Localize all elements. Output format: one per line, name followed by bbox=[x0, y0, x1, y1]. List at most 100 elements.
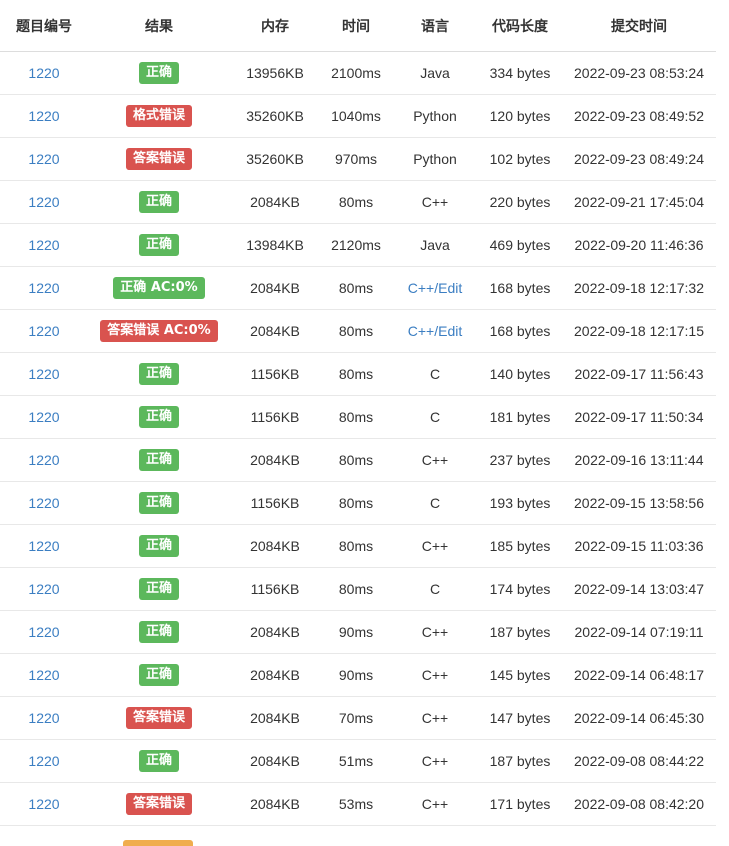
problem-id-cell: 1220 bbox=[0, 280, 88, 296]
problem-id-link[interactable]: 1220 bbox=[28, 710, 60, 726]
header-result: 结果 bbox=[145, 18, 173, 35]
code-length-cell: 181 bytes bbox=[489, 409, 551, 425]
problem-id-cell: 1220 bbox=[0, 495, 88, 511]
result-badge[interactable]: 正确 bbox=[138, 62, 179, 84]
language-cell: C++ bbox=[421, 194, 449, 210]
problem-id-cell: 1220 bbox=[0, 194, 88, 210]
memory-cell: 1156KB bbox=[250, 409, 300, 425]
memory-cell: 2084KB bbox=[250, 452, 300, 468]
language-cell: C++ bbox=[421, 538, 449, 554]
result-badge[interactable]: 正确 bbox=[138, 406, 179, 428]
problem-id-link[interactable]: 1220 bbox=[28, 796, 60, 812]
result-badge[interactable]: 答案错误 bbox=[125, 148, 192, 170]
submit-time-cell: 2022-09-14 07:19:11 bbox=[574, 624, 704, 640]
result-cell: 答案错误 bbox=[88, 793, 230, 815]
problem-id-link[interactable]: 1220 bbox=[28, 667, 60, 683]
submit-time-cell: 2022-09-17 11:56:43 bbox=[574, 366, 704, 382]
problem-id-link[interactable]: 1220 bbox=[28, 280, 60, 296]
table-row: 1220 正确 2084KB 80ms C++ 185 bytes 2022-09-15 1… bbox=[0, 525, 716, 568]
table-row: 1220 答案错误 2084KB 53ms C++ 171 bytes 2022-09-08… bbox=[0, 783, 716, 826]
language-cell: C++ bbox=[421, 452, 449, 468]
problem-id-link[interactable]: 1220 bbox=[28, 409, 60, 425]
time-cell: 80ms bbox=[338, 280, 374, 296]
code-length-cell: 185 bytes bbox=[489, 538, 551, 554]
memory-cell: 13956KB bbox=[246, 65, 304, 81]
memory-cell: 1156KB bbox=[250, 581, 300, 597]
memory-cell: 2084KB bbox=[250, 538, 300, 554]
code-length-cell: 174 bytes bbox=[489, 581, 551, 597]
problem-id-link[interactable]: 1220 bbox=[28, 753, 60, 769]
language-cell: C bbox=[429, 495, 441, 511]
problem-id-link[interactable]: 1220 bbox=[28, 495, 60, 511]
result-cell: 正确 bbox=[88, 621, 230, 643]
result-badge[interactable]: 答案错误 AC:0% bbox=[100, 320, 218, 342]
problem-id-cell: 1220 bbox=[0, 108, 88, 124]
time-cell: 2100ms bbox=[331, 65, 381, 81]
result-cell: 答案错误 bbox=[88, 707, 230, 729]
memory-cell: 2084KB bbox=[250, 796, 300, 812]
time-cell: 80ms bbox=[338, 495, 374, 511]
problem-id-cell: 1220 bbox=[0, 667, 88, 683]
time-cell: 90ms bbox=[338, 624, 374, 640]
result-badge[interactable]: 正确 bbox=[138, 578, 179, 600]
time-cell: 80ms bbox=[338, 452, 374, 468]
language-cell: C bbox=[429, 366, 441, 382]
problem-id-link[interactable]: 1220 bbox=[28, 323, 60, 339]
problem-id-link[interactable]: 1220 bbox=[28, 366, 60, 382]
problem-id-link[interactable]: 1220 bbox=[28, 151, 60, 167]
table-row: 1220 正确 13984KB 2120ms Java 469 bytes 2022-09-… bbox=[0, 224, 716, 267]
result-badge[interactable]: 正确 bbox=[138, 492, 179, 514]
result-badge[interactable]: 正确 bbox=[138, 535, 179, 557]
result-badge[interactable]: 正确 bbox=[138, 664, 179, 686]
result-badge[interactable]: 正确 bbox=[138, 191, 179, 213]
code-length-cell: 168 bytes bbox=[489, 323, 551, 339]
problem-id-link[interactable]: 1220 bbox=[28, 237, 60, 253]
problem-id-link[interactable]: 1220 bbox=[28, 581, 60, 597]
table-row: 1220 答案错误 35260KB 970ms Python 102 bytes 2022-… bbox=[0, 138, 716, 181]
language-cell: Java bbox=[420, 65, 450, 81]
code-length-cell: 237 bytes bbox=[489, 452, 551, 468]
header-submit-time: 提交时间 bbox=[611, 18, 667, 35]
submit-time-cell: 2022-09-08 08:42:20 bbox=[574, 796, 704, 812]
code-length-cell: 145 bytes bbox=[489, 667, 551, 683]
problem-id-cell: 1220 bbox=[0, 409, 88, 425]
result-cell: 正确 bbox=[88, 191, 230, 213]
language-edit-link[interactable]: C++/Edit bbox=[407, 323, 463, 339]
result-badge[interactable]: 正确 bbox=[138, 363, 179, 385]
table-body: 1220 正确 13956KB 2100ms Java 334 bytes 2022-09-… bbox=[0, 52, 716, 826]
submit-time-cell: 2022-09-15 13:58:56 bbox=[574, 495, 704, 511]
time-cell: 90ms bbox=[338, 667, 374, 683]
problem-id-link[interactable]: 1220 bbox=[28, 194, 60, 210]
problem-id-link[interactable]: 1220 bbox=[28, 65, 60, 81]
memory-cell: 1156KB bbox=[250, 495, 300, 511]
result-badge[interactable]: 正确 bbox=[138, 621, 179, 643]
code-length-cell: 120 bytes bbox=[489, 108, 551, 124]
language-cell: C bbox=[429, 409, 441, 425]
language-edit-link[interactable]: C++/Edit bbox=[407, 280, 463, 296]
table-row: 1220 答案错误 2084KB 70ms C++ 147 bytes 2022-09-14… bbox=[0, 697, 716, 740]
result-badge[interactable]: 答案错误 bbox=[125, 793, 192, 815]
result-badge[interactable]: 正确 bbox=[138, 449, 179, 471]
result-badge[interactable]: 答案错误 bbox=[125, 707, 192, 729]
result-cell: 正确 bbox=[88, 750, 230, 772]
memory-cell: 35260KB bbox=[246, 108, 304, 124]
problem-id-link[interactable]: 1220 bbox=[28, 108, 60, 124]
language-cell: C++ bbox=[421, 796, 449, 812]
result-badge[interactable]: 正确 AC:0% bbox=[113, 277, 205, 299]
language-cell: Python bbox=[413, 108, 457, 124]
problem-id-link[interactable]: 1220 bbox=[28, 538, 60, 554]
time-cell: 970ms bbox=[334, 151, 378, 167]
time-cell: 80ms bbox=[338, 581, 374, 597]
problem-id-link[interactable]: 1220 bbox=[28, 452, 60, 468]
result-badge[interactable]: 正确 bbox=[138, 750, 179, 772]
result-badge[interactable]: 格式错误 bbox=[125, 105, 192, 127]
result-badge-partial[interactable] bbox=[123, 840, 193, 846]
submit-time-cell: 2022-09-14 13:03:47 bbox=[574, 581, 704, 597]
result-cell: 正确 AC:0% bbox=[88, 277, 230, 299]
language-cell: C++ bbox=[421, 667, 449, 683]
header-time: 时间 bbox=[342, 18, 370, 35]
problem-id-cell: 1220 bbox=[0, 538, 88, 554]
problem-id-link[interactable]: 1220 bbox=[28, 624, 60, 640]
submit-time-cell: 2022-09-18 12:17:15 bbox=[574, 323, 704, 339]
result-badge[interactable]: 正确 bbox=[138, 234, 179, 256]
